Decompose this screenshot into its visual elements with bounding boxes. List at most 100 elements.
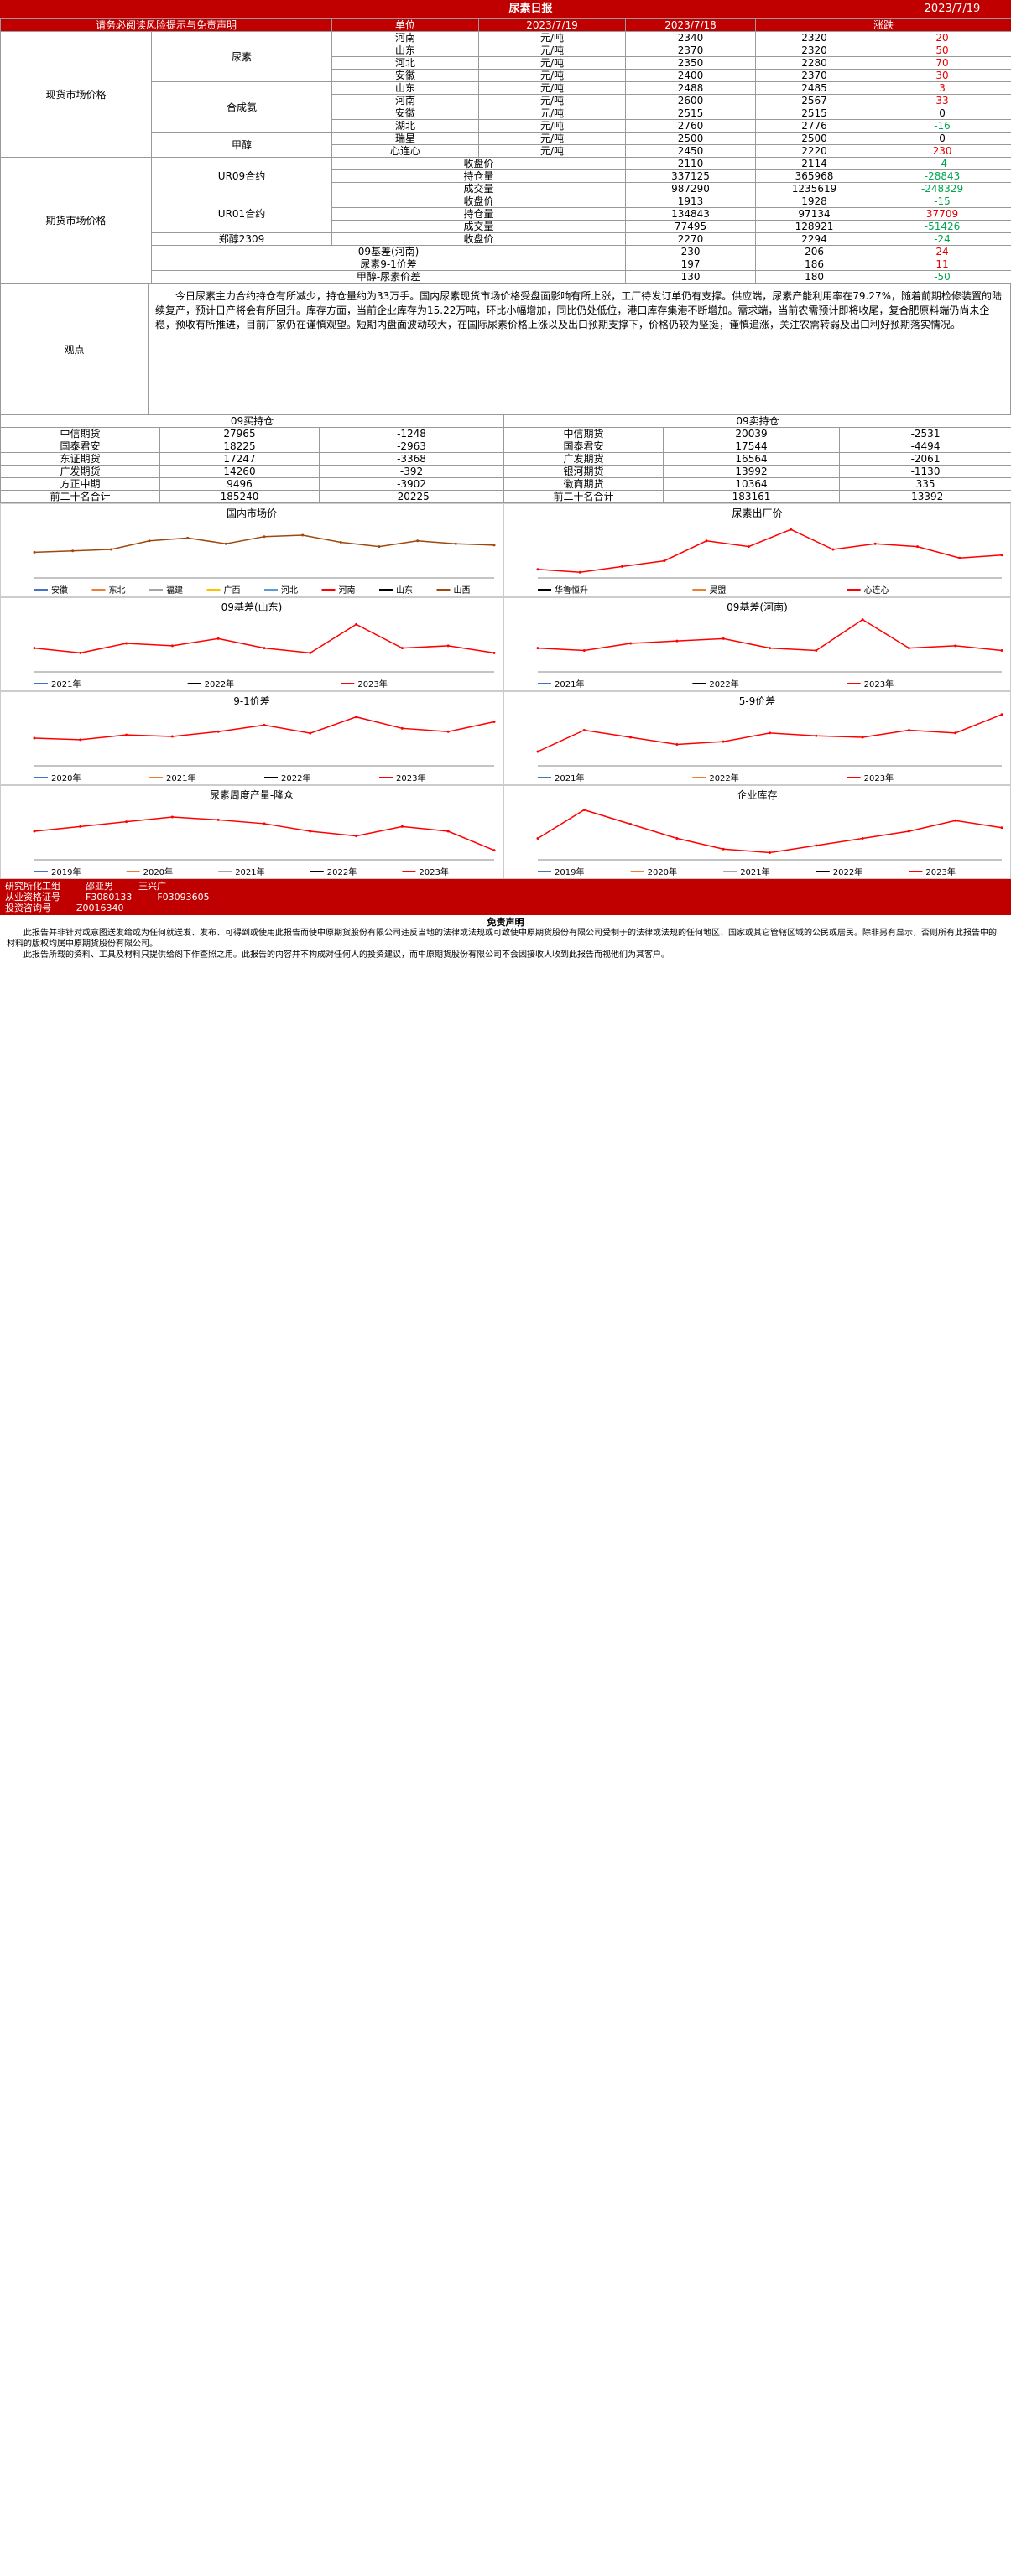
- chart-panel: 09基差(河南) 2021年 2022年 2023年: [503, 597, 1011, 691]
- table-cell: 持仓量: [331, 169, 627, 183]
- chart-svg: 2021年 2022年 2023年: [536, 618, 1003, 690]
- data-point: [339, 541, 342, 544]
- table-cell: 元/吨: [478, 44, 627, 57]
- table-cell: 2776: [755, 119, 874, 133]
- data-point: [263, 822, 266, 825]
- change-cell: -50: [873, 270, 1011, 284]
- legend-label: 昊盟: [709, 585, 726, 596]
- data-point: [263, 535, 266, 539]
- table-cell: 元/吨: [478, 56, 627, 70]
- data-point: [582, 649, 586, 652]
- data-point: [629, 736, 633, 739]
- legend-label: 东北: [109, 585, 126, 596]
- table-row: 成交量 987290 1235619 -248329: [1, 182, 1011, 195]
- data-point: [954, 731, 957, 735]
- change-cell: 37709: [873, 207, 1011, 221]
- legend-label: 2020年: [648, 866, 677, 877]
- table-cell: 185240: [159, 490, 320, 503]
- footer-consult-label: 投资咨询号: [5, 903, 51, 913]
- legend-label: 2023年: [419, 866, 448, 877]
- data-point: [355, 622, 358, 626]
- table-cell: 2320: [755, 31, 874, 44]
- table-cell: 广发期货: [503, 452, 664, 466]
- chart-svg: 2019年 2020年 2021年 2022年 2023年: [33, 815, 496, 877]
- data-point: [33, 830, 36, 833]
- data-point: [216, 818, 220, 821]
- table-row: 成交量 77495 128921 -51426: [1, 220, 1011, 233]
- table-cell: 186: [755, 258, 874, 271]
- data-point: [109, 548, 112, 551]
- change-cell: 11: [873, 258, 1011, 271]
- data-point: [301, 533, 305, 537]
- table-row: 尿素9-1价差 197 186 11: [1, 258, 1011, 271]
- data-point: [722, 637, 725, 640]
- table-cell: 成交量: [331, 182, 627, 195]
- table-cell: 27965: [159, 427, 320, 440]
- table-cell: 1928: [755, 195, 874, 208]
- table-cell: -1248: [318, 427, 505, 440]
- data-point: [492, 651, 496, 654]
- table-row: 合成氨 山东 元/吨 2488 2485 3: [1, 81, 1011, 133]
- table-cell: 山东: [331, 44, 480, 57]
- table-cell: -3902: [318, 477, 505, 491]
- change-cell: 30: [873, 69, 1011, 82]
- table-cell: 中信期货: [503, 427, 664, 440]
- series-line: [537, 809, 1003, 854]
- legend-label: 2022年: [709, 679, 738, 690]
- table-cell: 17247: [159, 452, 320, 466]
- legend-label: 2019年: [555, 866, 584, 877]
- table-cell: 国泰君安: [0, 440, 160, 453]
- disclaimer-paragraph-2: 此报告所载的资料、工具及材料只提供给阁下作查照之用。此报告的内容并不构成对任何人…: [23, 950, 670, 960]
- table-cell: 2280: [755, 56, 874, 70]
- table-cell: 中信期货: [0, 427, 160, 440]
- table-cell: 13992: [663, 465, 841, 478]
- data-point: [769, 731, 771, 735]
- data-point: [454, 542, 457, 545]
- table-cell: 2600: [625, 94, 757, 107]
- data-point: [400, 647, 404, 650]
- table-cell: 2485: [755, 81, 874, 95]
- group-label: UR01合约: [150, 195, 333, 233]
- table-cell: 收盘价: [331, 157, 627, 170]
- data-point: [663, 559, 666, 563]
- legend-label: 河南: [339, 585, 356, 596]
- table-cell: 128921: [755, 220, 874, 233]
- report-header: 尿素日报 2023/7/19: [0, 0, 1011, 18]
- table-cell: -2061: [839, 452, 1011, 466]
- legend-label: 2021年: [235, 866, 264, 877]
- chart-title: 09基差(山东): [221, 601, 283, 613]
- change-cell: -4: [873, 157, 1011, 170]
- change-cell: -248329: [873, 182, 1011, 195]
- table-cell: 2350: [625, 56, 757, 70]
- table-cell: 365968: [755, 169, 874, 183]
- data-point: [1000, 713, 1003, 716]
- data-point: [722, 847, 725, 851]
- data-point: [769, 647, 771, 650]
- table-cell: 18225: [159, 440, 320, 453]
- table-cell: 徽商期货: [503, 477, 664, 491]
- legend-label: 2020年: [51, 773, 81, 783]
- table-cell: 2220: [755, 144, 874, 158]
- table-cell: 2320: [755, 44, 874, 57]
- data-point: [79, 825, 82, 828]
- data-point: [170, 735, 174, 738]
- chart-panel: 尿素周度产量-隆众 2019年 2020年 2021年 2022年 2023年: [0, 785, 503, 879]
- table-row: 广发期货 14260 -392 银河期货 13992 -1130: [0, 465, 1011, 478]
- table-row: 安徽 元/吨 2515 2515 0: [1, 107, 1011, 120]
- group-label: UR09合约: [150, 157, 333, 195]
- footer-org: 研究所化工组: [5, 881, 60, 892]
- header-date-1: 2023/7/19: [478, 18, 627, 32]
- data-point: [263, 647, 266, 650]
- table-cell: 河南: [331, 94, 480, 107]
- section-label: 期货市场价格: [0, 157, 152, 284]
- legend-label: 2022年: [709, 773, 738, 783]
- data-point: [873, 542, 877, 545]
- table-cell: -4494: [839, 440, 1011, 453]
- data-point: [861, 736, 864, 739]
- chart-svg: 2021年 2022年 2023年: [536, 713, 1003, 783]
- table-cell: 元/吨: [478, 144, 627, 158]
- table-cell: 17544: [663, 440, 841, 453]
- table-cell: 心连心: [331, 144, 480, 158]
- data-point: [309, 651, 312, 654]
- table-row: 湖北 元/吨 2760 2776 -16: [1, 119, 1011, 133]
